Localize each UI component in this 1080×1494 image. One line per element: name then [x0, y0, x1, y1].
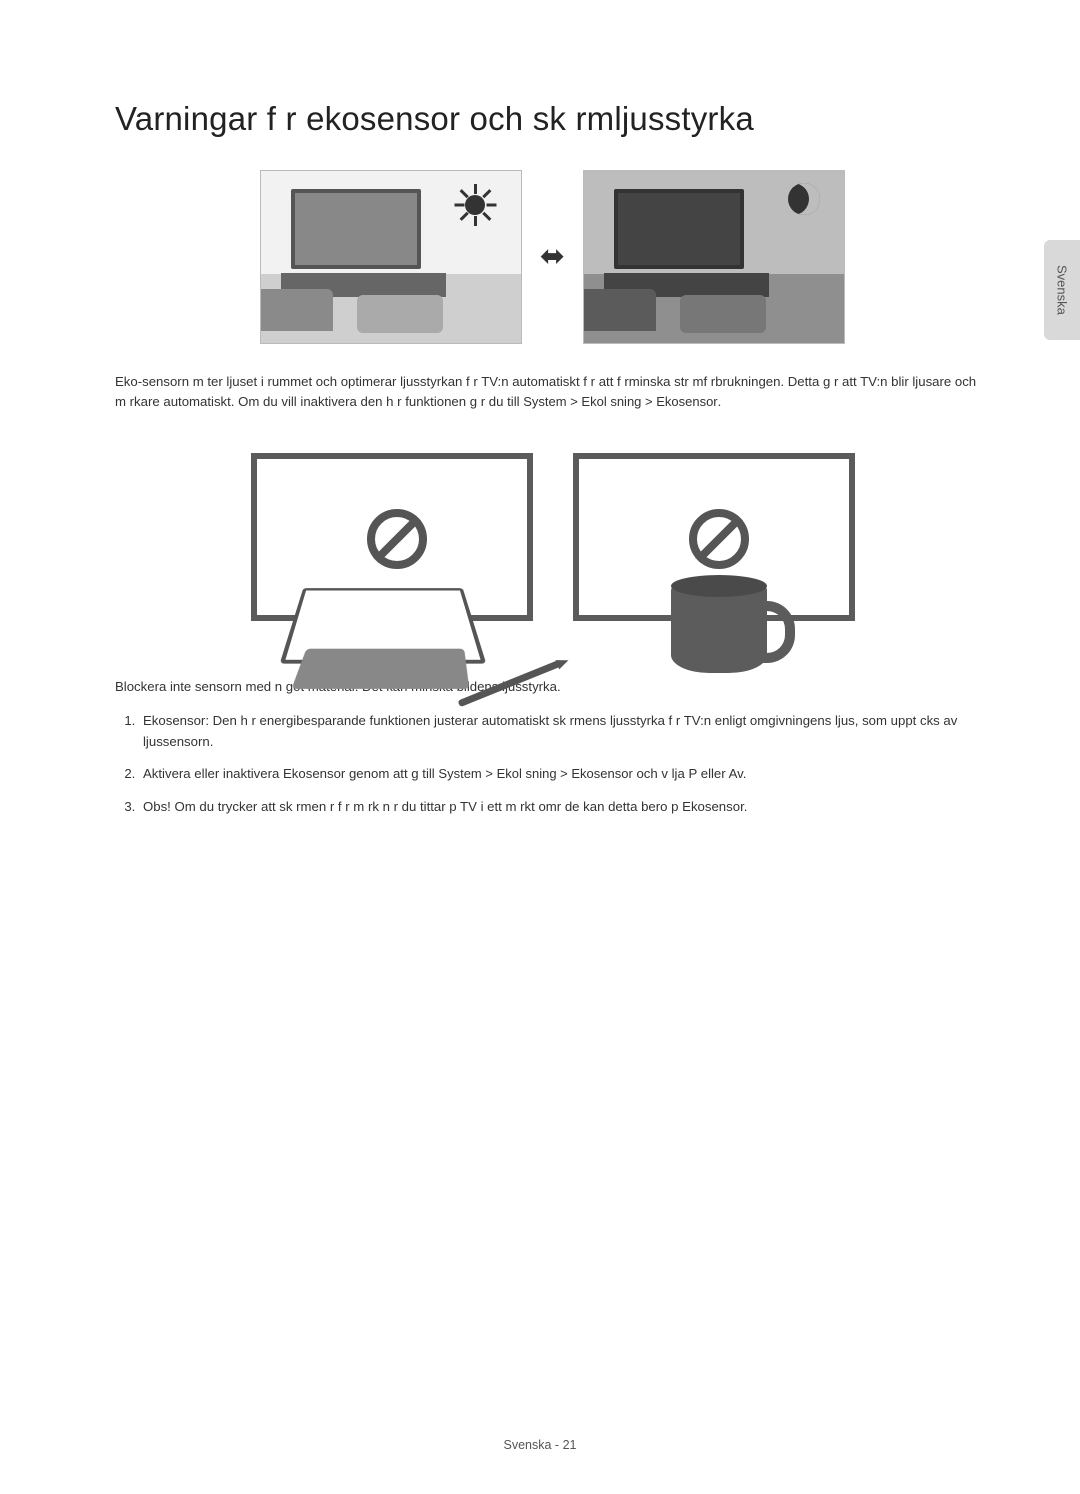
- intro-paragraph: Eko-sensorn m ter ljuset i rummet och op…: [115, 372, 990, 413]
- list-item: Aktivera eller inaktivera Ekosensor geno…: [139, 764, 990, 784]
- tablet-device: [279, 588, 486, 664]
- block-warning-row: [115, 453, 990, 649]
- step2-g: eller: [701, 766, 729, 781]
- menu-path: System > Ekol sning > Ekosensor: [438, 766, 632, 781]
- term-ekosensor: Ekosensor: [143, 713, 205, 728]
- tv-icon: [614, 189, 744, 269]
- step2-e: och v lja: [633, 766, 689, 781]
- opt-on: P: [689, 766, 701, 781]
- compare-arrow-icon: ⬌: [540, 242, 565, 272]
- step3-a: Obs! Om du trycker att sk rmen r f r m r…: [143, 799, 682, 814]
- block-warning-text: Blockera inte sensorn med n got material…: [115, 677, 990, 697]
- coffee-mug: [671, 583, 767, 673]
- tv-tablet-illustration: [251, 453, 533, 649]
- room-bright-illustration: [260, 170, 522, 344]
- page-title: Varningar f r ekosensor och sk rmljussty…: [115, 100, 990, 138]
- opt-off: Av: [729, 766, 743, 781]
- sun-icon: [455, 185, 495, 225]
- prohibit-icon: [689, 509, 749, 569]
- ottoman-shape: [680, 295, 766, 333]
- term-ekosensor: Ekosensor: [682, 799, 744, 814]
- step2-i: .: [743, 766, 747, 781]
- step3-c: .: [744, 799, 748, 814]
- page-content: Varningar f r ekosensor och sk rmljussty…: [0, 0, 1080, 869]
- steps-list: Ekosensor: Den h r energibesparande funk…: [115, 711, 990, 817]
- room-comparison-row: ⬌: [115, 170, 990, 344]
- tv-mug-illustration: [573, 453, 855, 649]
- room-dark-illustration: [583, 170, 845, 344]
- intro-end: .: [718, 394, 722, 409]
- page-footer: Svenska - 21: [0, 1438, 1080, 1452]
- step1-body: : Den h r energibesparande funktionen ju…: [143, 713, 957, 748]
- moon-icon: [788, 183, 820, 215]
- ottoman-shape: [357, 295, 443, 333]
- tv-icon: [291, 189, 421, 269]
- step2-c: genom att g till: [345, 766, 438, 781]
- step2-a: Aktivera eller inaktivera: [143, 766, 279, 781]
- prohibit-icon: [367, 509, 427, 569]
- sofa-shape: [583, 289, 656, 331]
- list-item: Obs! Om du trycker att sk rmen r f r m r…: [139, 797, 990, 817]
- menu-path: System > Ekol sning > Ekosensor: [523, 394, 717, 409]
- sofa-shape: [260, 289, 333, 331]
- term-ekosensor: Ekosensor: [283, 766, 345, 781]
- list-item: Ekosensor: Den h r energibesparande funk…: [139, 711, 990, 752]
